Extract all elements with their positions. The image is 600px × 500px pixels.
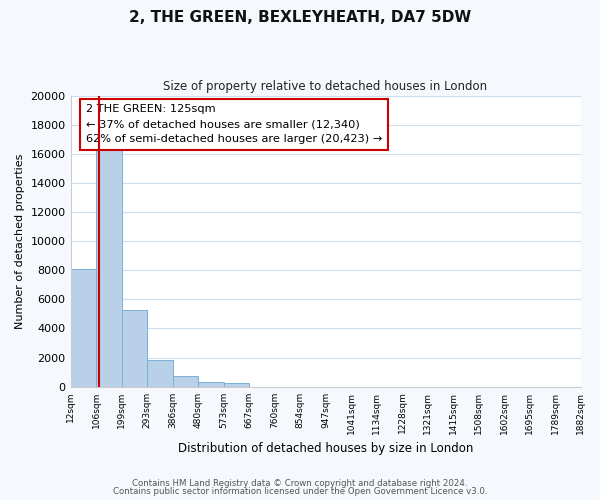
Bar (96, 145, 122, 386)
Bar (173, 376, 198, 386)
X-axis label: Distribution of detached houses by size in London: Distribution of detached houses by size … (178, 442, 473, 455)
Text: Contains public sector information licensed under the Open Government Licence v3: Contains public sector information licen… (113, 487, 487, 496)
Text: Contains HM Land Registry data © Crown copyright and database right 2024.: Contains HM Land Registry data © Crown c… (132, 478, 468, 488)
Bar (147, 360, 173, 386)
Y-axis label: Number of detached properties: Number of detached properties (15, 154, 25, 329)
Bar (224, 383, 249, 386)
Bar (198, 382, 224, 386)
Text: 2 THE GREEN: 125sqm
← 37% of detached houses are smaller (12,340)
62% of semi-de: 2 THE GREEN: 125sqm ← 37% of detached ho… (86, 104, 382, 144)
Text: 2, THE GREEN, BEXLEYHEATH, DA7 5DW: 2, THE GREEN, BEXLEYHEATH, DA7 5DW (129, 10, 471, 25)
Bar (122, 310, 147, 386)
Title: Size of property relative to detached houses in London: Size of property relative to detached ho… (163, 80, 488, 93)
Bar (71, 269, 96, 386)
